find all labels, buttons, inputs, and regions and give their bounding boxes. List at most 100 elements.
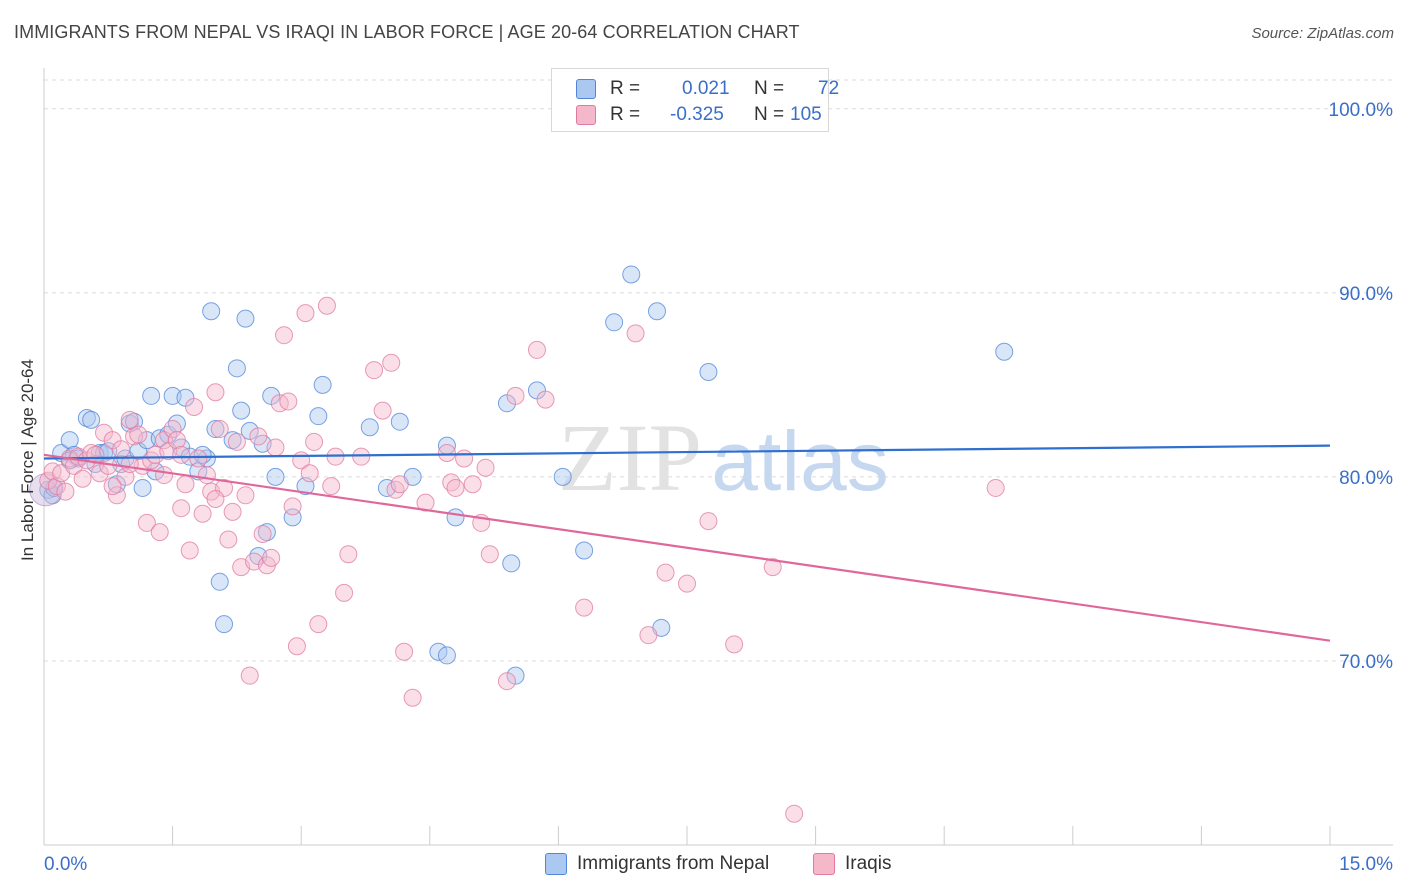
point-iraqis <box>249 427 268 446</box>
point-nepal <box>60 431 79 450</box>
point-iraqis <box>206 489 225 508</box>
point-iraqis <box>382 353 401 372</box>
point-iraqis <box>180 541 199 560</box>
point-iraqis <box>279 392 298 411</box>
point-iraqis <box>497 672 516 691</box>
legend-row-iraqis: R = -0.325 N = 105 <box>576 102 822 126</box>
point-nepal <box>506 666 525 685</box>
trend-lines <box>43 444 1331 642</box>
point-iraqis <box>416 493 435 512</box>
point-iraqis <box>287 637 306 656</box>
point-iraqis <box>240 666 259 685</box>
point-nepal <box>133 478 152 497</box>
point-iraqis <box>172 499 191 518</box>
point-iraqis <box>275 326 294 345</box>
point-iraqis <box>476 458 495 477</box>
point-nepal <box>227 359 246 378</box>
point-iraqis <box>137 513 156 532</box>
point-iraqis <box>262 548 281 567</box>
legend-swatch-iraqis <box>576 105 596 125</box>
y-tick-label: 80.0% <box>1339 468 1393 489</box>
point-iraqis <box>253 524 272 543</box>
point-nepal <box>429 642 448 661</box>
watermark: ZIP atlas <box>558 404 889 511</box>
point-nepal <box>206 420 225 439</box>
point-iraqis <box>463 475 482 494</box>
point-iraqis <box>193 504 212 523</box>
point-iraqis <box>266 438 285 457</box>
x-tick-label: 15.0% <box>1339 854 1393 875</box>
point-nepal <box>605 313 624 332</box>
point-iraqis <box>120 410 139 429</box>
point-iraqis <box>236 486 255 505</box>
point-iraqis <box>656 563 675 582</box>
point-iraqis <box>296 304 315 323</box>
point-nepal <box>142 386 161 405</box>
point-iraqis <box>223 502 242 521</box>
legend-n-label: N = <box>754 78 785 99</box>
y-tick-label: 90.0% <box>1339 284 1393 305</box>
y-tick-label: 70.0% <box>1339 652 1393 673</box>
bottom-legend-swatch-nepal <box>545 853 567 875</box>
point-nepal <box>283 508 302 527</box>
point-iraqis <box>129 425 148 444</box>
point-nepal <box>995 342 1014 361</box>
point-iraqis <box>197 466 216 485</box>
point-nepal <box>215 615 234 634</box>
watermark-atlas: atlas <box>711 414 888 508</box>
point-nepal <box>699 362 718 381</box>
tick-labels: 70.0% 80.0% 90.0% 100.0% 0.0% 15.0% <box>44 100 1393 875</box>
point-iraqis <box>283 497 302 516</box>
point-iraqis <box>210 420 229 439</box>
legend-row-nepal: R = 0.021 N = 72 <box>576 76 839 100</box>
legend-swatch-nepal <box>576 79 596 99</box>
watermark-zip: ZIP <box>558 404 702 511</box>
point-nepal <box>82 410 101 429</box>
point-iraqis <box>206 383 225 402</box>
point-iraqis <box>172 445 191 464</box>
point-nepal <box>202 302 221 321</box>
point-iraqis <box>317 296 336 315</box>
legend-r-label: R = <box>610 78 641 99</box>
point-nepal <box>647 302 666 321</box>
point-iraqis <box>335 583 354 602</box>
point-iraqis <box>163 420 182 439</box>
point-iraqis <box>446 478 465 497</box>
point-iraqis <box>107 486 126 505</box>
point-iraqis <box>155 466 174 485</box>
bottom-legend-swatch-iraqis <box>813 853 835 875</box>
point-nepal <box>210 572 229 591</box>
point-nepal <box>437 646 456 665</box>
point-nepal <box>240 421 259 440</box>
point-nepal <box>622 265 641 284</box>
point-nepal <box>446 508 465 527</box>
legend-n-label: N = <box>754 104 785 125</box>
legend-n-value: 105 <box>790 104 822 125</box>
point-iraqis <box>219 530 238 549</box>
legend-r-label: R = <box>610 104 641 125</box>
trend-line-nepal <box>43 444 1331 460</box>
point-nepal <box>236 309 255 328</box>
point-iraqis <box>699 512 718 531</box>
point-nepal <box>502 554 521 573</box>
trend-line-iraqis <box>43 453 1331 642</box>
point-nepal <box>232 401 251 420</box>
point-iraqis <box>352 447 371 466</box>
series-nepal-points <box>29 265 1014 685</box>
bottom-legend-label-nepal: Immigrants from Nepal <box>577 853 770 874</box>
series-iraqis-points <box>39 296 1005 823</box>
point-iraqis <box>167 431 186 450</box>
point-iraqis <box>536 390 555 409</box>
point-iraqis <box>678 574 696 593</box>
point-iraqis <box>365 361 384 380</box>
point-iraqis <box>506 386 525 405</box>
point-iraqis <box>185 397 204 416</box>
point-iraqis <box>322 477 341 496</box>
point-iraqis <box>395 642 414 661</box>
point-iraqis <box>390 475 409 494</box>
point-nepal <box>313 375 332 394</box>
axes <box>43 68 1393 846</box>
point-iraqis <box>437 443 456 462</box>
point-iraqis <box>56 482 75 501</box>
